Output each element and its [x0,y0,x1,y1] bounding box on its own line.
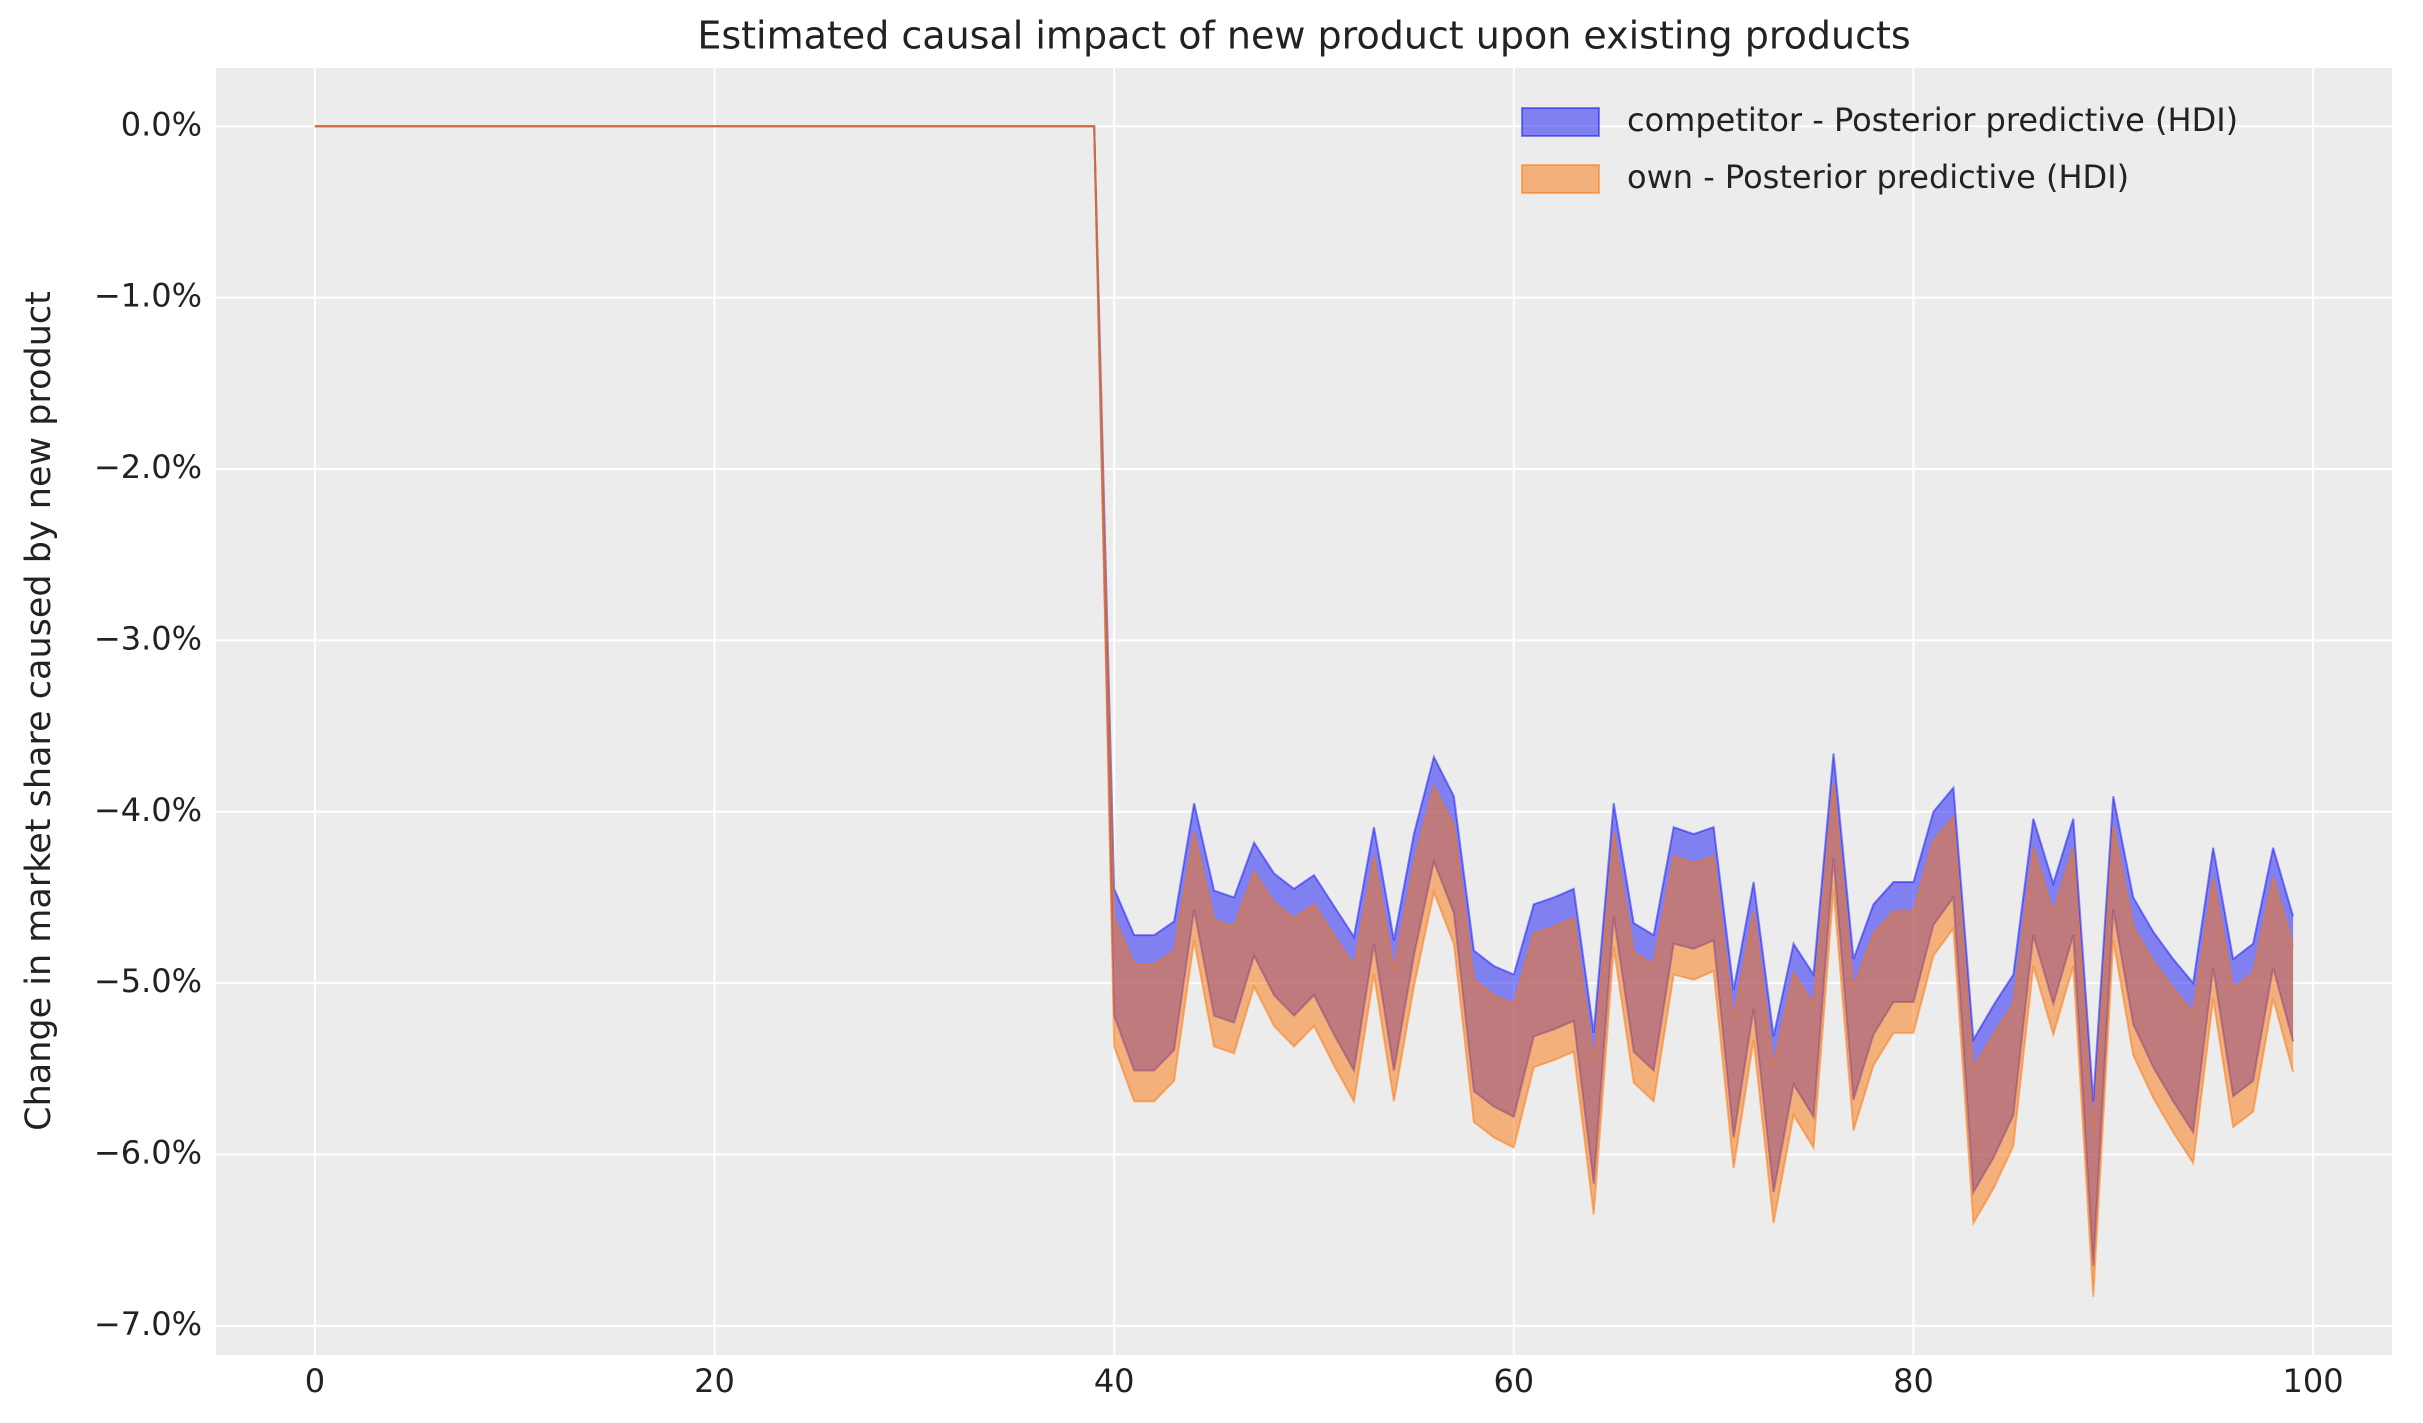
legend-label: competitor - Posterior predictive (HDI) [1627,101,2238,139]
y-tick-label: −2.0% [94,448,202,486]
x-tick-label: 0 [305,1362,325,1400]
legend-swatch [1521,164,1600,194]
y-tick-label: −4.0% [94,791,202,829]
y-tick-label: 0.0% [121,105,202,143]
y-axis-label: Change in market share caused by new pro… [19,291,59,1131]
y-tick-label: −6.0% [94,1133,202,1171]
band-area [314,126,2294,1297]
x-tick-label: 60 [1493,1362,1534,1400]
x-tick-label: 100 [2283,1362,2344,1400]
x-tick-label: 80 [1893,1362,1934,1400]
x-tick-label: 40 [1094,1362,1135,1400]
chart-title: Estimated causal impact of new product u… [697,14,1910,58]
legend-swatch [1521,107,1600,137]
x-tick-label: 20 [694,1362,735,1400]
plot-area [216,68,2392,1355]
y-tick-label: −1.0% [94,277,202,315]
y-tick-label: −3.0% [94,619,202,657]
y-tick-label: −7.0% [94,1305,202,1343]
band-edge [314,125,2295,1297]
y-tick-label: −5.0% [94,962,202,1000]
legend-label: own - Posterior predictive (HDI) [1627,158,2129,196]
